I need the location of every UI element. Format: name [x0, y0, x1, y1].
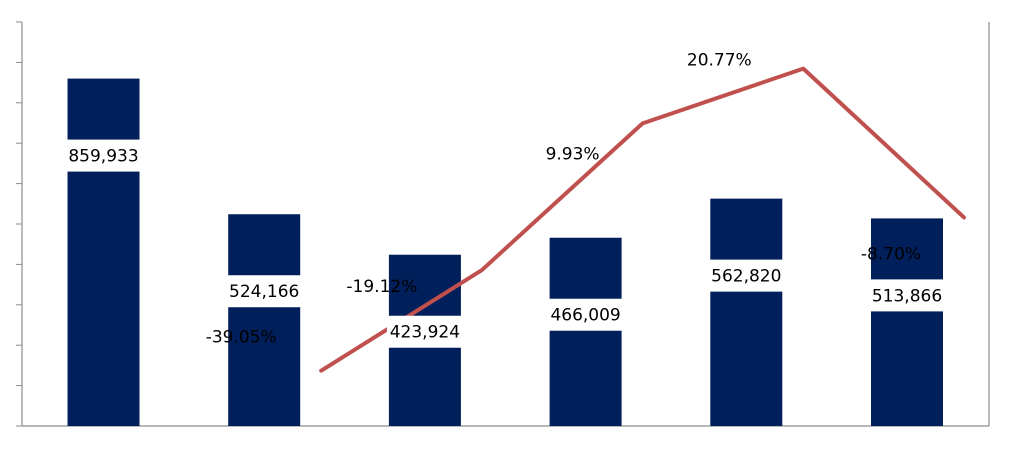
line-data-label: 20.77% — [687, 51, 752, 71]
bar-label-background — [386, 315, 463, 348]
bar-data-label: 423,924 — [390, 323, 460, 343]
line-series-group — [319, 66, 966, 373]
bar-data-label: 524,166 — [229, 282, 299, 302]
line-data-label: 9.93% — [546, 144, 600, 164]
axis-layer — [16, 21, 990, 427]
line-data-label: -8.70% — [861, 244, 921, 264]
bar-data-label: 513,866 — [872, 286, 942, 306]
bar-series — [67, 78, 943, 426]
bar — [549, 237, 622, 426]
bar-data-label: 466,009 — [550, 306, 620, 326]
bar-data-label: 562,820 — [711, 267, 781, 287]
bar — [228, 214, 301, 426]
bar-label-background — [869, 279, 945, 312]
line-data-label: -39.05% — [206, 328, 277, 348]
data-labels: 859,933 524,166 423,924 466,009 562,820 513,8… — [65, 51, 945, 348]
bar-label-background — [547, 298, 624, 331]
bar-label-background — [708, 259, 785, 292]
bar — [710, 198, 783, 426]
bar-data-label: 859,933 — [68, 147, 138, 167]
bar-label-background — [65, 139, 142, 172]
bar-label-background — [226, 275, 303, 308]
bar — [871, 218, 943, 426]
change-line — [319, 66, 966, 373]
line-data-label: -19.12% — [346, 277, 417, 297]
bar — [67, 78, 140, 426]
